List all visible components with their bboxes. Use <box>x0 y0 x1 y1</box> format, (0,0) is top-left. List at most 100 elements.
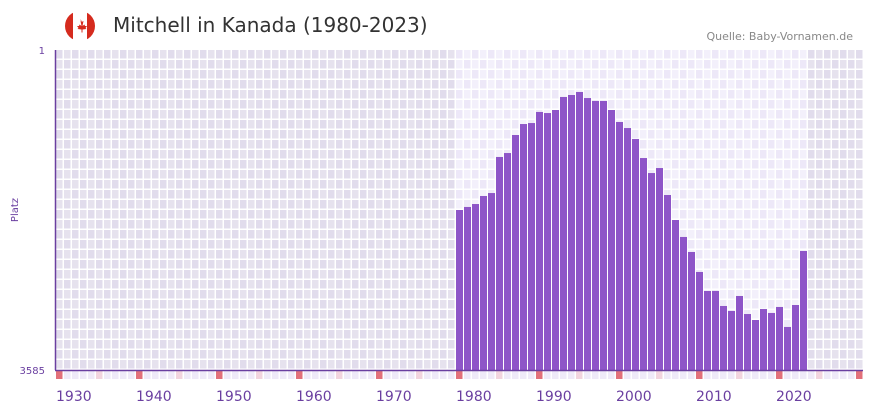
bar-1990 <box>536 111 543 370</box>
bar-2001 <box>624 128 631 370</box>
year-marker <box>280 371 287 379</box>
year-marker <box>176 371 183 379</box>
bar-1984 <box>488 193 495 370</box>
year-marker <box>800 371 807 379</box>
year-marker <box>600 371 607 379</box>
year-marker <box>808 371 815 379</box>
bar-1997 <box>592 100 599 370</box>
year-marker <box>520 371 527 379</box>
bar-2020 <box>776 306 783 370</box>
bar-1988 <box>520 124 527 371</box>
bar-2006 <box>664 195 671 370</box>
year-marker <box>384 371 391 379</box>
bar-2013 <box>720 305 727 370</box>
bar-1981 <box>464 206 471 370</box>
year-marker <box>192 371 199 379</box>
year-marker <box>696 371 703 379</box>
year-marker <box>368 371 375 379</box>
year-marker <box>408 371 415 379</box>
year-marker <box>240 371 247 379</box>
bar-1985 <box>496 156 503 370</box>
year-marker <box>400 371 407 379</box>
year-marker <box>848 371 855 379</box>
year-marker <box>208 371 215 379</box>
bar-1998 <box>600 100 607 370</box>
bar-2011 <box>704 290 711 370</box>
bar-1987 <box>512 135 519 370</box>
canada-flag-icon <box>64 10 96 46</box>
year-marker <box>560 371 567 379</box>
year-marker <box>616 371 623 379</box>
x-tick-label: 1970 <box>376 389 412 405</box>
year-marker <box>312 371 319 379</box>
year-marker <box>432 371 439 379</box>
year-marker <box>632 371 639 379</box>
year-marker <box>576 371 583 379</box>
source-credit: Quelle: Baby-Vornamen.de <box>706 30 853 43</box>
year-marker <box>656 371 663 379</box>
year-marker <box>456 371 463 379</box>
x-tick-label: 1930 <box>56 389 92 405</box>
year-marker <box>776 371 783 379</box>
bar-1992 <box>552 110 559 370</box>
x-tick-label: 2010 <box>696 389 732 405</box>
year-marker <box>824 371 831 379</box>
bar-2023 <box>800 250 807 370</box>
year-marker <box>552 371 559 379</box>
year-marker <box>496 371 503 379</box>
year-marker <box>96 371 103 379</box>
year-marker <box>816 371 823 379</box>
bar-2017 <box>752 320 759 370</box>
year-marker <box>352 371 359 379</box>
year-marker <box>224 371 231 379</box>
page-title: Mitchell in Kanada (1980-2023) <box>113 13 428 37</box>
x-tick-label: 2000 <box>616 389 652 405</box>
year-marker <box>160 371 167 379</box>
bar-2003 <box>640 158 647 370</box>
year-marker <box>216 371 223 379</box>
year-marker <box>640 371 647 379</box>
bar-1991 <box>544 113 551 371</box>
year-marker <box>328 371 335 379</box>
year-marker <box>248 371 255 379</box>
x-tick-label: 1950 <box>216 389 252 405</box>
x-tick-label: 2020 <box>776 389 812 405</box>
bar-1986 <box>504 153 511 370</box>
year-marker <box>64 371 71 379</box>
year-marker <box>784 371 791 379</box>
year-marker <box>544 371 551 379</box>
year-marker <box>704 371 711 379</box>
year-marker <box>472 371 479 379</box>
year-marker <box>232 371 239 379</box>
year-marker <box>424 371 431 379</box>
bar-2019 <box>768 312 775 370</box>
year-marker <box>264 371 271 379</box>
bar-2010 <box>696 271 703 370</box>
year-marker <box>128 371 135 379</box>
bar-1983 <box>480 195 487 370</box>
year-marker <box>304 371 311 379</box>
bar-2004 <box>648 173 655 370</box>
bar-2012 <box>712 290 719 370</box>
year-marker <box>256 371 263 379</box>
year-marker <box>792 371 799 379</box>
year-marker <box>272 371 279 379</box>
year-marker <box>760 371 767 379</box>
year-marker <box>624 371 631 379</box>
year-marker <box>568 371 575 379</box>
y-tick-top: 1 <box>39 46 45 57</box>
year-marker <box>288 371 295 379</box>
year-marker <box>648 371 655 379</box>
year-marker <box>752 371 759 379</box>
year-marker <box>536 371 543 379</box>
year-marker <box>840 371 847 379</box>
year-marker <box>112 371 119 379</box>
bar-1995 <box>576 91 583 370</box>
bar-2002 <box>632 139 639 370</box>
year-marker <box>376 371 383 379</box>
bar-2007 <box>672 220 679 370</box>
year-marker <box>416 371 423 379</box>
bar-2005 <box>656 168 663 370</box>
year-marker <box>592 371 599 379</box>
year-marker <box>200 371 207 379</box>
